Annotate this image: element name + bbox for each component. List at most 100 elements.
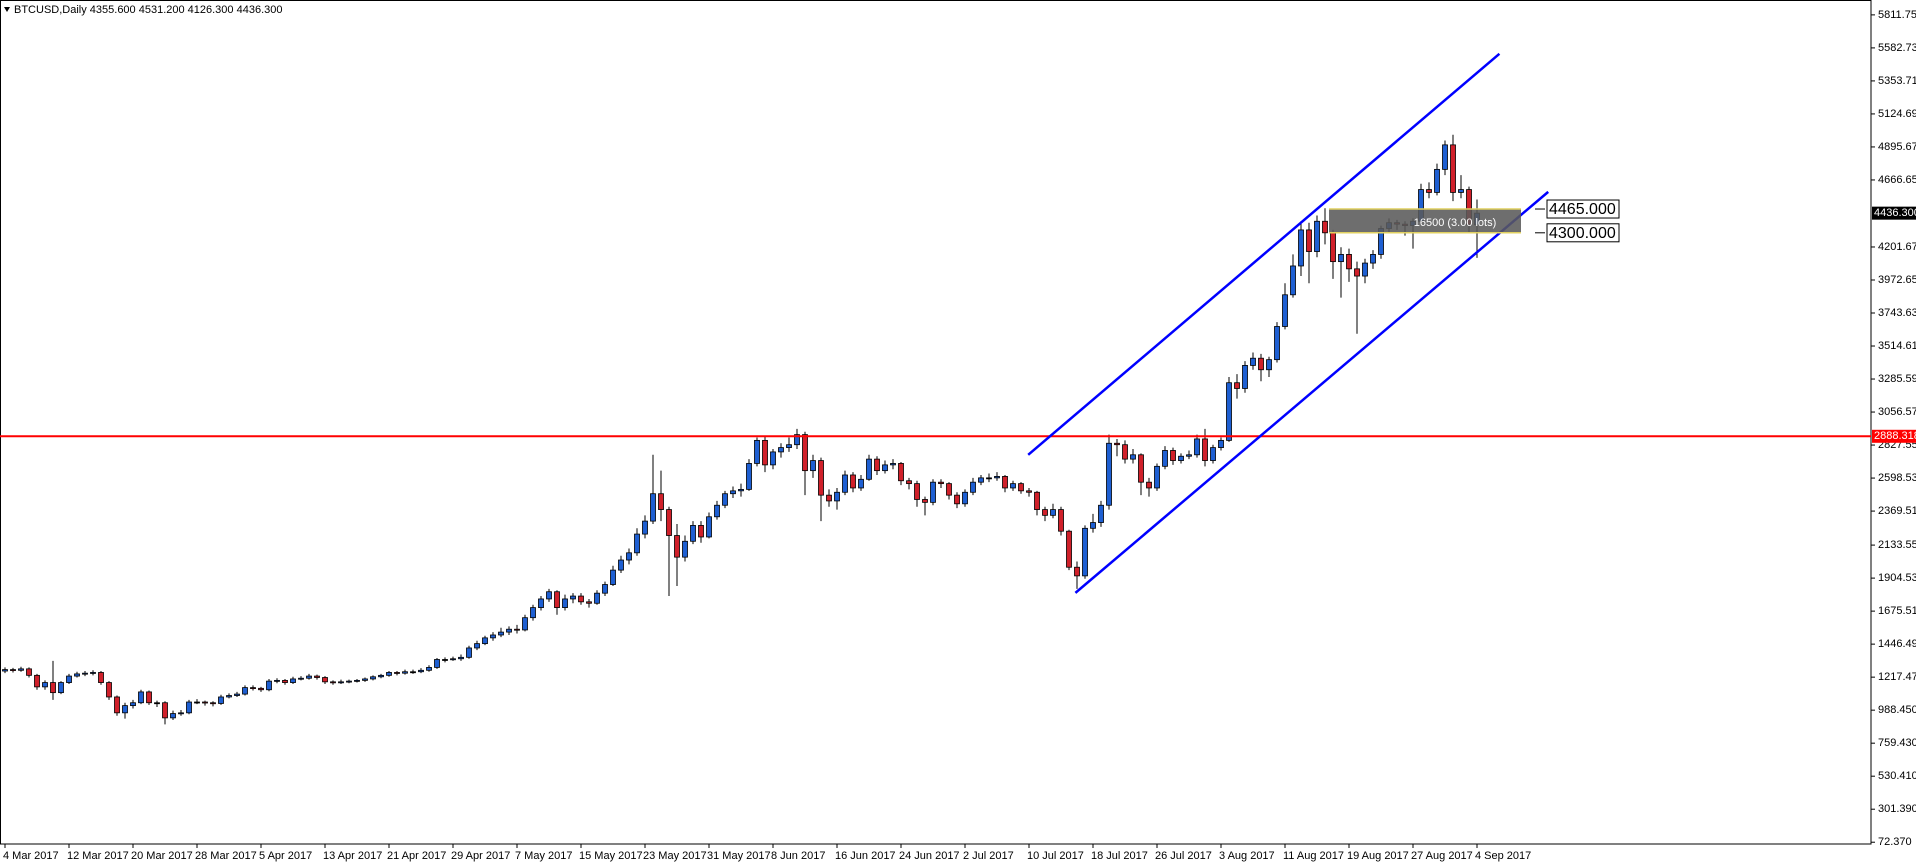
candle-body xyxy=(242,687,248,695)
candle-body xyxy=(498,631,504,636)
trade-zone xyxy=(1329,209,1521,233)
candle-body xyxy=(1178,455,1184,461)
menu-arrow[interactable] xyxy=(4,7,10,12)
y-tick-label: 1675.510 xyxy=(1878,605,1916,617)
candle-body xyxy=(778,447,784,453)
y-tick-label: 3514.610 xyxy=(1878,340,1916,352)
candle-body xyxy=(1026,490,1032,493)
candle-body xyxy=(1138,454,1144,483)
candle-body xyxy=(930,481,936,503)
x-tick-label: 4 Mar 2017 xyxy=(3,850,59,862)
candle-body xyxy=(722,493,728,506)
candle-body xyxy=(1210,447,1216,461)
candle-body xyxy=(378,674,384,678)
trade-label: 16500 (3.00 lots) xyxy=(1414,217,1497,229)
candle-body xyxy=(690,525,696,542)
x-tick-label: 11 Aug 2017 xyxy=(1283,850,1344,862)
candle-body xyxy=(178,712,184,715)
candle-body xyxy=(994,476,1000,479)
candle-body xyxy=(1250,357,1256,366)
candle-body xyxy=(914,483,920,500)
candle-body xyxy=(1018,483,1024,492)
candle-body xyxy=(210,702,216,705)
candle-body xyxy=(738,488,744,492)
candle-body xyxy=(234,693,240,696)
candle-body xyxy=(898,463,904,482)
candle-body xyxy=(570,595,576,600)
candle-body xyxy=(106,682,112,698)
candle-body xyxy=(458,656,464,660)
candle-body xyxy=(426,667,432,671)
candle-body xyxy=(538,598,544,608)
candle-body xyxy=(658,493,664,510)
y-tick-label: 1217.470 xyxy=(1878,671,1916,683)
candle-body xyxy=(42,682,48,688)
candle-body xyxy=(610,569,616,585)
y-tick-label: 4201.670 xyxy=(1878,241,1916,253)
candle-body xyxy=(1074,566,1080,577)
x-tick-label: 13 Apr 2017 xyxy=(323,850,382,862)
candle-body xyxy=(506,628,512,633)
candle-body xyxy=(274,679,280,682)
candle-body xyxy=(522,617,528,631)
candle-body xyxy=(194,701,200,704)
x-tick-label: 18 Jul 2017 xyxy=(1091,850,1148,862)
candle-body xyxy=(298,677,304,680)
candle-body xyxy=(330,681,336,684)
candle-body xyxy=(642,520,648,535)
candle-body xyxy=(514,628,520,631)
candle-body xyxy=(682,540,688,558)
candle-body xyxy=(1226,382,1232,441)
candle-body xyxy=(802,434,808,472)
y-tick-label: 2369.510 xyxy=(1878,505,1916,517)
candle-body xyxy=(1338,254,1344,263)
candle-body xyxy=(1282,294,1288,327)
candle-body xyxy=(282,679,288,683)
candle-body xyxy=(1082,527,1088,577)
candle-body xyxy=(794,434,800,446)
candle-body xyxy=(874,458,880,472)
candle-body xyxy=(362,678,368,681)
candle-body xyxy=(1458,189,1464,193)
x-tick-label: 31 May 2017 xyxy=(707,850,771,862)
y-tick-label: 2133.550 xyxy=(1878,539,1916,551)
y-tick-label: 5124.690 xyxy=(1878,108,1916,120)
candle-body xyxy=(450,658,456,661)
candle-body xyxy=(1290,265,1296,296)
candle-body xyxy=(66,675,72,683)
candle-body xyxy=(258,687,264,691)
trade-level-box xyxy=(1546,199,1620,219)
candle-body xyxy=(1266,359,1272,371)
x-tick-label: 2 Jul 2017 xyxy=(963,850,1014,862)
candle-body xyxy=(1058,509,1064,532)
x-tick-label: 8 Jun 2017 xyxy=(771,850,825,862)
candle-body xyxy=(890,463,896,466)
x-tick-label: 5 Apr 2017 xyxy=(259,850,312,862)
candle-body xyxy=(1330,232,1336,263)
candle-body xyxy=(434,659,440,668)
y-tick-label: 5353.710 xyxy=(1878,75,1916,87)
candle-body xyxy=(818,460,824,496)
candle-body xyxy=(922,499,928,503)
candle-body xyxy=(1258,357,1264,371)
candle-body xyxy=(786,444,792,448)
candle-body xyxy=(1098,504,1104,523)
candle-body xyxy=(18,668,24,671)
candle-body xyxy=(138,691,144,704)
chart-title: BTCUSD,Daily 4355.600 4531.200 4126.300 … xyxy=(14,4,282,16)
candle-body xyxy=(1090,522,1096,529)
candle-body xyxy=(2,669,8,672)
x-tick-label: 23 May 2017 xyxy=(643,850,707,862)
channel-line xyxy=(1074,190,1550,594)
candle-body xyxy=(954,494,960,505)
x-tick-label: 28 Mar 2017 xyxy=(195,850,257,862)
candle-body xyxy=(466,647,472,658)
candle-body xyxy=(618,559,624,571)
hline-label-box xyxy=(1872,429,1916,443)
candle-body xyxy=(402,671,408,674)
candle-body xyxy=(114,696,120,714)
candle-body xyxy=(866,458,872,480)
y-tick-label: 759.430 xyxy=(1878,737,1916,749)
candle-body xyxy=(586,601,592,604)
